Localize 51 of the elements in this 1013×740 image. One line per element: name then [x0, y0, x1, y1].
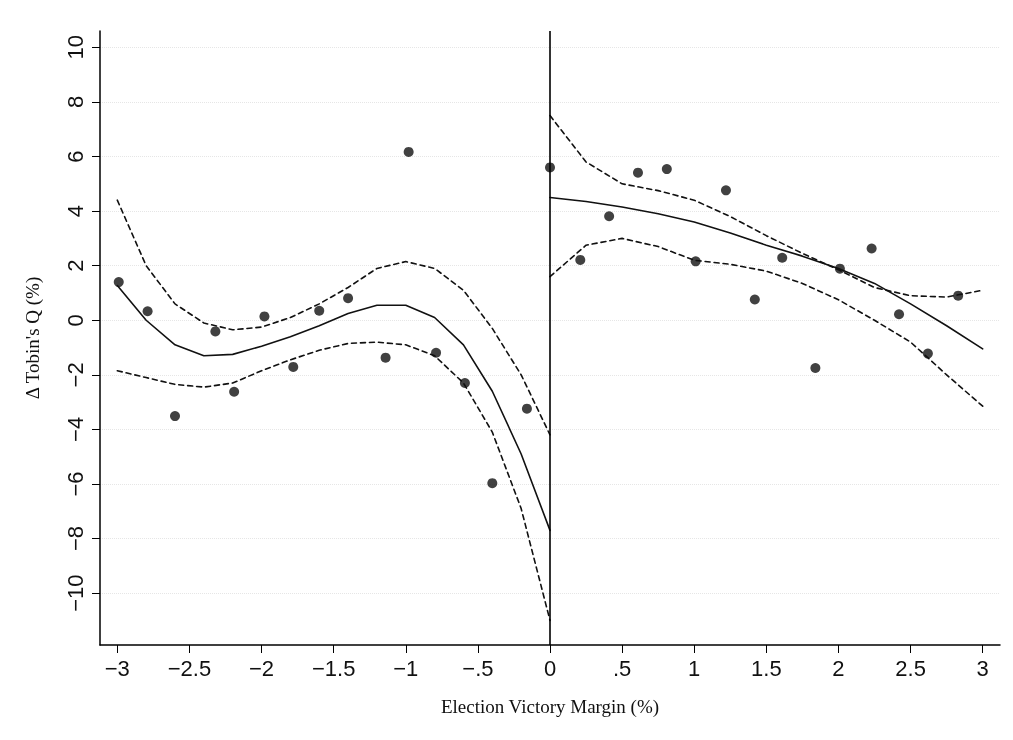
point [720, 185, 731, 196]
x-tick-label: −1.5 [311, 655, 356, 681]
point [314, 305, 325, 316]
y-tick-label: −2 [62, 362, 88, 388]
x-tick-label: −.5 [462, 655, 494, 681]
x-tick-label: 3 [976, 655, 989, 681]
point [866, 243, 877, 254]
point [810, 363, 821, 374]
point [749, 294, 760, 305]
y-tick-label: −6 [62, 471, 88, 497]
y-tick-label: −4 [62, 416, 88, 442]
point [661, 164, 672, 175]
point [343, 293, 354, 304]
x-tick-label: −1 [393, 655, 419, 681]
point [113, 277, 124, 288]
point [229, 386, 240, 397]
y-tick-label: 10 [62, 35, 88, 60]
y-tick-label: −8 [62, 526, 88, 552]
point [521, 403, 532, 414]
y-tick-label: 4 [62, 204, 88, 218]
point [487, 478, 498, 489]
point [777, 252, 788, 263]
point [259, 311, 270, 322]
point [210, 326, 221, 337]
y-tick-label: −10 [62, 574, 88, 612]
point [575, 254, 586, 265]
x-tick-label: .5 [612, 655, 632, 681]
point [142, 306, 153, 317]
point [403, 146, 414, 157]
y-axis-title: Δ Tobin's Q (%) [22, 276, 44, 400]
y-tick-label: 6 [62, 150, 88, 163]
point [288, 361, 299, 372]
x-tick-label: 2 [832, 655, 845, 681]
y-tick-label: 0 [62, 314, 88, 327]
point [894, 309, 905, 320]
x-tick-label: −3 [104, 655, 130, 681]
x-tick-label: 1 [688, 655, 701, 681]
x-axis-title: Election Victory Margin (%) [440, 696, 660, 718]
point [632, 167, 643, 178]
line-series [116, 199, 551, 436]
y-tick-label: 8 [62, 95, 88, 109]
point [170, 411, 180, 422]
x-tick-label: −2 [248, 655, 275, 681]
line-series [549, 237, 984, 408]
x-tick-label: −2.5 [167, 655, 212, 681]
x-tick-label: 0 [543, 655, 557, 681]
point [380, 352, 391, 363]
y-tick-label: 2 [62, 259, 88, 272]
x-tick-label: 2.5 [895, 655, 926, 681]
point [604, 211, 615, 222]
x-tick-label: 1.5 [751, 655, 782, 681]
